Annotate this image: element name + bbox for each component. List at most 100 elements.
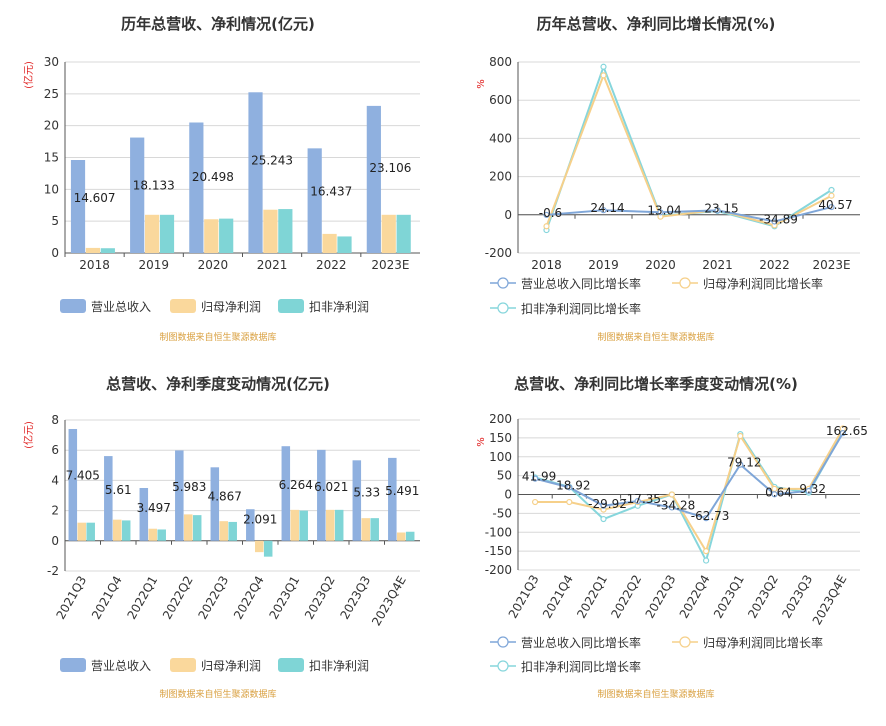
bar-扣非净利润	[159, 214, 175, 253]
data-label: 4.867	[208, 489, 242, 503]
data-label: 3.497	[137, 501, 171, 515]
x-tick-label: 2023Q1	[266, 574, 302, 622]
line-归母净利润同比增长率	[535, 427, 844, 554]
point-营业总收入同比增长率	[714, 207, 721, 214]
bar-营业总收入	[189, 122, 204, 253]
y-tick-label: 800	[489, 55, 512, 69]
bar-营业总收入	[104, 456, 113, 541]
bar-归母净利润	[85, 247, 101, 253]
x-tick-label: 2021Q3	[506, 573, 542, 621]
data-label: 23.15	[704, 201, 738, 215]
legend-label: 营业总收入同比增长率	[521, 635, 641, 650]
line-营业总收入同比增长率	[534, 432, 844, 520]
data-label: 5.61	[105, 483, 132, 497]
data-label: 14.607	[74, 191, 116, 205]
x-tick-label: 2022Q2	[608, 573, 644, 621]
legend-swatch-marker	[679, 636, 691, 648]
x-tick-label: 2020	[645, 258, 676, 272]
point-营业总收入同比增长率	[566, 484, 573, 491]
x-tick-label: 2022Q4	[677, 573, 713, 621]
x-tick-label: 2023Q3	[779, 573, 815, 621]
x-tick-label: 2021	[702, 258, 733, 272]
x-tick-label: 2022Q3	[643, 573, 679, 621]
point-营业总收入同比增长率	[634, 497, 641, 505]
point-营业总收入同比增长率	[668, 504, 676, 511]
bar-归母净利润	[112, 519, 122, 541]
bar-营业总收入	[352, 460, 362, 541]
chart-title: 总营收、净利季度变动情况(亿元)	[106, 375, 330, 393]
bar-归母净利润	[325, 509, 335, 541]
y-tick-label: 4	[51, 473, 59, 487]
data-label: 24.14	[590, 201, 624, 215]
point-归母净利润同比增长率	[737, 432, 744, 440]
bar-归母净利润	[183, 514, 193, 541]
legend-label: 营业总收入同比增长率	[521, 276, 641, 291]
bar-扣非净利润	[263, 540, 273, 557]
chart-title: 历年总营收、净利情况(亿元)	[121, 15, 315, 33]
x-tick-label: 2023Q4E	[369, 574, 409, 629]
x-tick-label: 2021Q4	[89, 574, 125, 622]
data-label: 5.491	[385, 484, 419, 498]
legend-swatch	[60, 658, 86, 672]
y-unit-label: (亿元)	[22, 421, 35, 449]
point-营业总收入同比增长率	[737, 461, 744, 468]
y-tick-label: 200	[489, 412, 512, 426]
point-归母净利润同比增长率	[600, 72, 607, 79]
chart-panel-annual_growth: 历年总营收、净利同比增长情况(%) -200 0 200 400 600 800% 2018 2…	[476, 15, 860, 343]
legend-swatch	[278, 658, 304, 672]
y-tick-label: -150	[485, 544, 512, 558]
legend-swatch	[60, 299, 86, 313]
y-tick-label: -100	[485, 525, 512, 539]
data-label: -29.92	[588, 497, 627, 511]
data-label: -34.28	[657, 498, 696, 512]
x-tick-label: 2019	[588, 258, 619, 272]
legend-label: 营业总收入	[91, 300, 151, 314]
bar-扣非净利润	[334, 509, 344, 541]
x-tick-label: 2020	[198, 258, 229, 272]
legend-label: 扣非净利润同比增长率	[521, 659, 641, 674]
x-tick-label: 2022Q4	[231, 574, 267, 622]
y-tick-label: 400	[489, 131, 512, 145]
point-营业总收入同比增长率	[531, 475, 539, 482]
x-tick-label: 2023Q3	[337, 574, 373, 622]
x-tick-label: 2022	[316, 258, 347, 272]
x-tick-label: 2023Q2	[745, 573, 781, 621]
y-tick-label: 20	[44, 119, 59, 133]
point-营业总收入同比增长率	[828, 203, 835, 211]
point-营业总收入同比增长率	[600, 502, 607, 509]
bar-扣非净利润	[86, 522, 95, 541]
y-tick-label: 50	[497, 469, 512, 483]
y-tick-label: 600	[489, 93, 512, 107]
bar-扣非净利润	[396, 214, 411, 253]
point-营业总收入同比增长率	[657, 209, 664, 216]
legend-swatch-marker	[497, 636, 509, 648]
data-label: -0.6	[539, 206, 562, 220]
bar-扣非净利润	[219, 218, 234, 253]
y-tick-label: -200	[485, 563, 512, 577]
legend-label: 归母净利润同比增长率	[703, 276, 823, 291]
source-note: 制图数据来自恒生聚源数据库	[597, 331, 714, 343]
x-tick-label: 2021Q3	[53, 574, 89, 622]
bar-归母净利润	[204, 219, 219, 253]
line-扣非净利润同比增长率	[545, 63, 833, 231]
x-tick-label: 2022Q3	[195, 574, 231, 622]
legend-label: 营业总收入	[91, 659, 151, 673]
data-label: 25.243	[251, 154, 293, 168]
bar-归母净利润	[148, 528, 158, 541]
legend-swatch-marker	[497, 302, 509, 314]
bar-归母净利润	[290, 509, 300, 541]
y-tick-label: 0	[504, 488, 512, 502]
data-label: 40.57	[818, 198, 852, 212]
legend-label: 归母净利润	[201, 300, 261, 314]
bar-营业总收入	[139, 487, 149, 541]
data-label: 23.106	[369, 161, 411, 175]
line-营业总收入同比增长率	[546, 206, 832, 223]
bar-归母净利润	[254, 540, 264, 553]
point-扣非净利润同比增长率	[600, 515, 607, 523]
legend-swatch	[170, 299, 196, 313]
y-tick-label: 2	[51, 504, 59, 518]
chart-panel-quarterly_growth: 总营收、净利同比增长率季度变动情况(%) -200 -150 -100 -50 0 50 10…	[476, 375, 868, 700]
data-label: 79.12	[727, 456, 761, 470]
legend-label: 扣非净利润	[309, 659, 369, 673]
